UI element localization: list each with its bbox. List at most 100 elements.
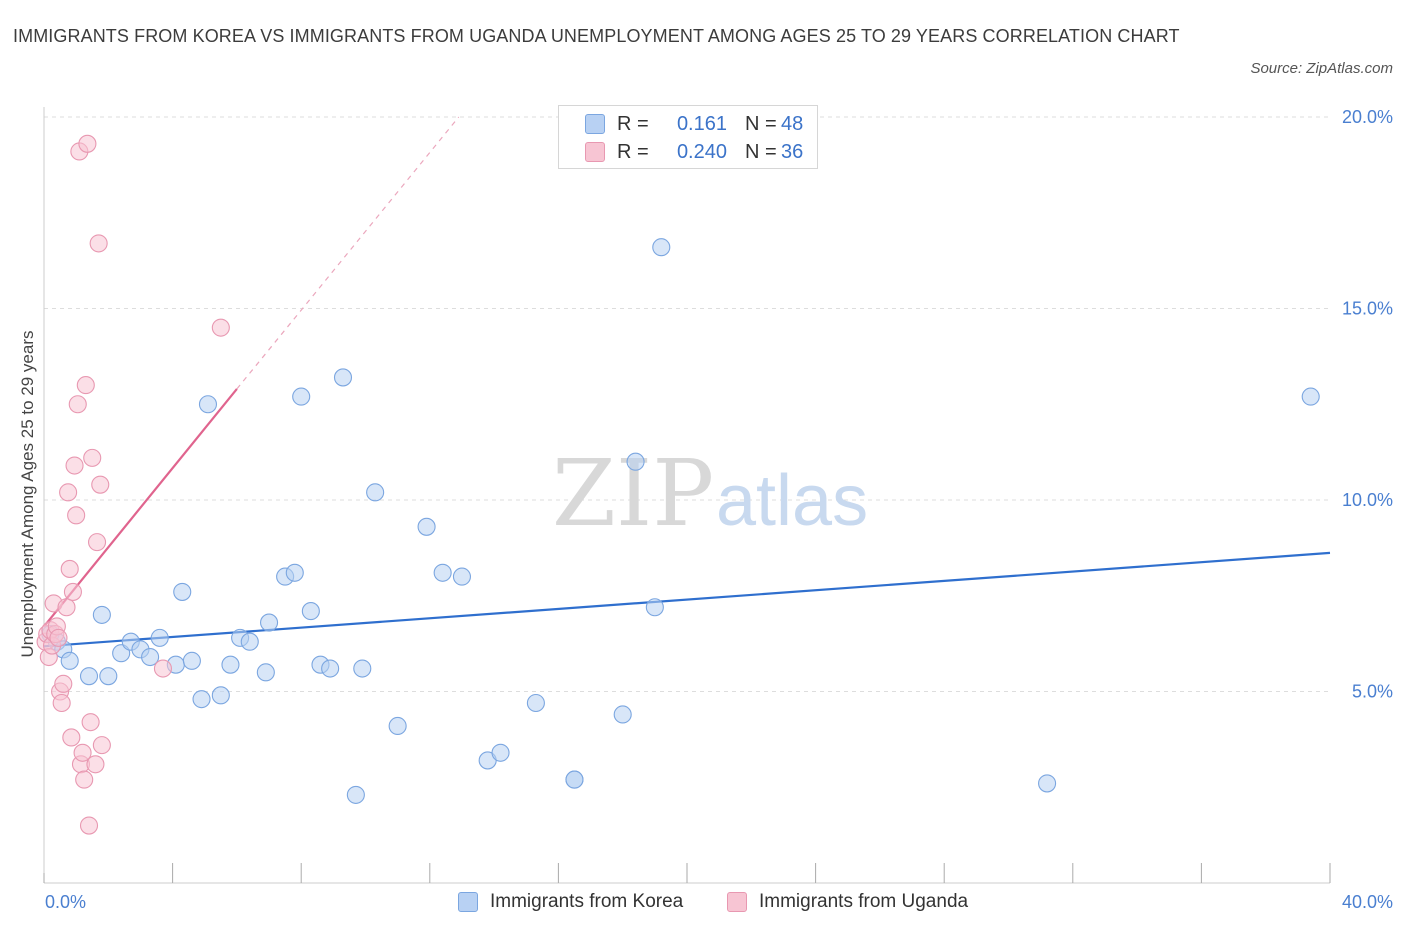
- watermark-atlas: atlas: [716, 461, 868, 541]
- legend-item-korea: Immigrants from Korea: [458, 888, 683, 916]
- uganda-r-value: 0.240: [676, 140, 727, 163]
- gridlines: [44, 116, 1330, 692]
- uganda-point: [87, 533, 107, 552]
- korea-point: [240, 632, 259, 651]
- korea-point: [346, 785, 365, 804]
- x-tick-label-1: 40.0%: [1342, 892, 1393, 912]
- legend-row-uganda: R = 0.240 N = 36: [585, 140, 803, 164]
- uganda-point: [92, 736, 111, 755]
- uganda-point: [83, 448, 102, 467]
- korea-point: [626, 452, 645, 471]
- correlation-legend: R = 0.161 N = 48 R = 0.240 N = 36: [558, 105, 818, 169]
- source-label: Source: ZipAtlas.com: [1250, 60, 1393, 77]
- korea-point: [301, 602, 320, 621]
- korea-point: [285, 563, 304, 582]
- korea-point: [321, 659, 340, 678]
- korea-point: [259, 613, 279, 632]
- uganda-legend-swatch: [727, 892, 747, 912]
- uganda-point: [153, 659, 173, 678]
- legend-row-korea: R = 0.161 N = 48: [585, 112, 803, 136]
- korea-legend-label: Immigrants from Korea: [490, 891, 684, 912]
- y-tick-label-3: 20.0%: [1342, 107, 1393, 127]
- uganda-point: [67, 506, 86, 525]
- korea-point: [491, 743, 510, 762]
- korea-point: [353, 659, 372, 678]
- uganda-point: [89, 234, 108, 253]
- uganda-point: [81, 713, 100, 732]
- uganda-point: [68, 395, 87, 414]
- uganda-r-label: R =: [617, 140, 649, 163]
- korea-point: [192, 690, 211, 709]
- korea-point: [92, 605, 111, 624]
- uganda-point: [59, 483, 78, 502]
- korea-point: [645, 598, 664, 617]
- y-tick-label-2: 15.0%: [1342, 299, 1393, 319]
- korea-point: [652, 238, 671, 257]
- korea-point: [333, 368, 353, 387]
- uganda-n-label: N =: [745, 140, 777, 163]
- uganda-point: [65, 456, 84, 475]
- uganda-point: [211, 318, 230, 337]
- uganda-point: [62, 728, 81, 747]
- uganda-point: [75, 770, 94, 789]
- x-tick-label-0: 0.0%: [45, 892, 86, 912]
- korea-point: [211, 686, 230, 705]
- korea-point: [526, 693, 545, 713]
- uganda-point: [57, 598, 76, 617]
- korea-point: [99, 667, 118, 686]
- y-tick-label-0: 5.0%: [1352, 682, 1393, 702]
- korea-point: [452, 567, 472, 586]
- uganda-point: [54, 674, 73, 693]
- korea-point: [388, 716, 407, 736]
- korea-points: [41, 238, 1320, 804]
- korea-r-value: 0.161: [676, 112, 727, 135]
- korea-n-value: 48: [781, 112, 804, 135]
- uganda-point: [76, 376, 95, 395]
- korea-r-label: R =: [617, 112, 649, 135]
- uganda-point: [52, 693, 71, 713]
- korea-point: [366, 483, 385, 502]
- uganda-point: [73, 743, 92, 762]
- korea-point: [173, 582, 192, 601]
- uganda-point: [79, 816, 99, 835]
- korea-trendline: [43, 551, 1331, 648]
- uganda-legend-label: Immigrants from Uganda: [759, 891, 969, 912]
- y-axis-label: Unemployment Among Ages 25 to 29 years: [18, 331, 37, 658]
- korea-point: [198, 395, 218, 414]
- y-tick-label-1: 10.0%: [1342, 490, 1393, 510]
- korea-point: [565, 770, 584, 789]
- legend-item-uganda: Immigrants from Uganda: [727, 888, 968, 916]
- watermark: ZIP atlas: [552, 440, 868, 547]
- korea-point: [433, 563, 452, 582]
- uganda-point: [49, 628, 68, 647]
- korea-legend-swatch: [458, 892, 478, 912]
- korea-point: [417, 517, 436, 536]
- korea-point: [292, 387, 311, 406]
- uganda-n-value: 36: [781, 140, 804, 163]
- uganda-point: [78, 134, 97, 153]
- tick-labels: 5.0% 10.0% 15.0% 20.0% 0.0% 40.0%: [45, 107, 1393, 912]
- korea-point: [182, 651, 201, 670]
- korea-swatch: [585, 114, 605, 134]
- trendlines: [43, 116, 1331, 648]
- uganda-points: [36, 134, 230, 835]
- korea-point: [79, 667, 99, 686]
- uganda-point: [63, 582, 82, 601]
- korea-n-label: N =: [745, 112, 777, 135]
- axes: [43, 107, 1331, 884]
- uganda-swatch: [585, 142, 605, 162]
- uganda-point: [60, 559, 79, 578]
- korea-point: [1038, 774, 1057, 793]
- korea-point: [150, 628, 169, 647]
- korea-point: [221, 655, 240, 674]
- korea-point: [256, 663, 275, 682]
- korea-point: [1301, 387, 1320, 406]
- uganda-point: [86, 755, 105, 774]
- uganda-trendline-extension: [236, 116, 460, 390]
- uganda-point: [91, 475, 110, 494]
- korea-point: [60, 651, 79, 670]
- korea-point: [613, 705, 632, 724]
- korea-point: [141, 647, 160, 667]
- chart-title: IMMIGRANTS FROM KOREA VS IMMIGRANTS FROM…: [13, 26, 1180, 46]
